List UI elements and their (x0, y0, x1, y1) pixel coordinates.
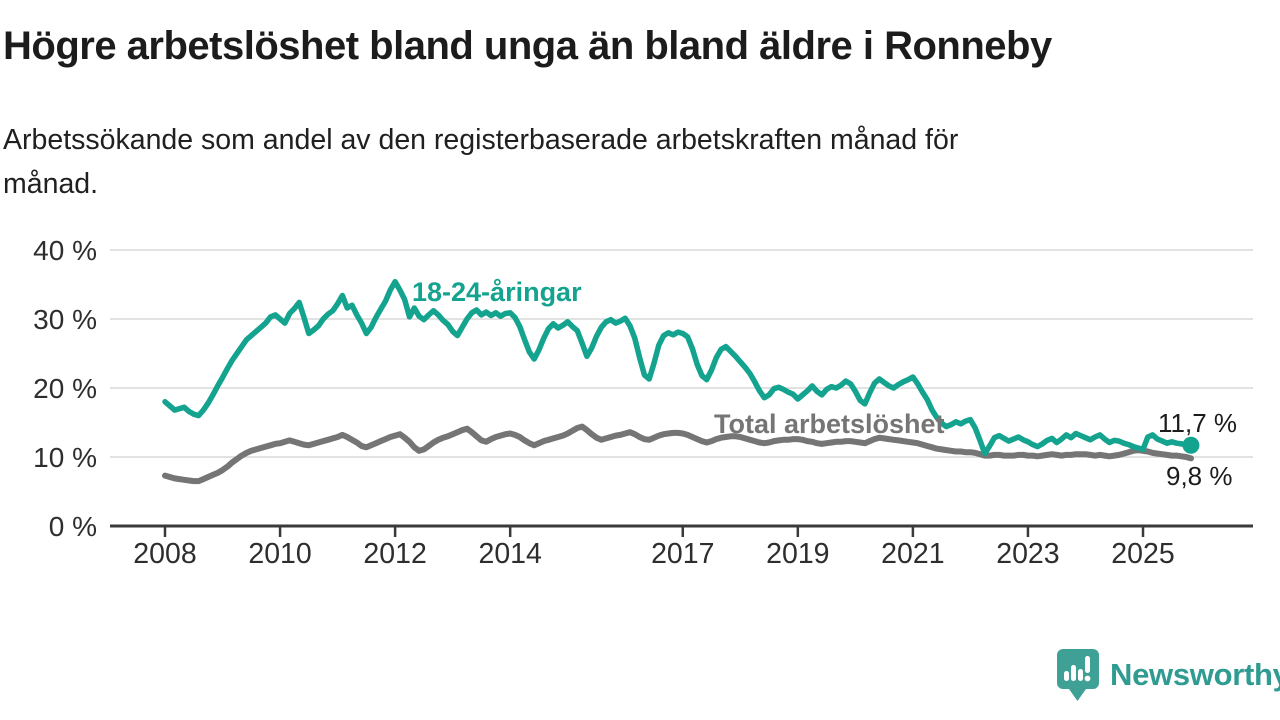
x-tick-label-2021: 2021 (881, 538, 944, 570)
x-tick-label-2008: 2008 (133, 538, 196, 570)
x-tick-label-2010: 2010 (248, 538, 311, 570)
y-tick-label-10: 10 % (33, 442, 97, 473)
series-end-dot-youth (1182, 436, 1200, 454)
brand-name: Newsworthy (1110, 657, 1280, 692)
newsworthy-bubble-icon (1057, 649, 1099, 701)
series-line-youth (162, 278, 1194, 457)
y-tick-label-30: 30 % (33, 304, 97, 335)
x-tick-label-2025: 2025 (1111, 538, 1174, 570)
x-tick-label-2023: 2023 (996, 538, 1059, 570)
y-tick-label-20: 20 % (33, 373, 97, 404)
series-label-youth: 18-24-åringar (412, 277, 582, 307)
chart-title: Högre arbetslöshet bland unga än bland ä… (3, 24, 1052, 68)
x-tick-label-2012: 2012 (363, 538, 426, 570)
y-tick-label-40: 40 % (33, 235, 97, 266)
x-tick-label-2019: 2019 (766, 538, 829, 570)
y-tick-label-0: 0 % (49, 511, 97, 542)
end-value-youth: 11,7 % (1158, 408, 1238, 438)
chart-subtitle: Arbetssökande som andel av den registerb… (3, 124, 959, 200)
series-line-total (162, 423, 1194, 485)
end-value-total: 9,8 % (1166, 461, 1233, 491)
series-label-total: Total arbetslöshet (714, 409, 945, 439)
newsworthy-logo[interactable]: Newsworthy (1056, 648, 1280, 702)
x-tick-label-2014: 2014 (478, 538, 542, 570)
x-tick-label-2017: 2017 (651, 538, 714, 570)
